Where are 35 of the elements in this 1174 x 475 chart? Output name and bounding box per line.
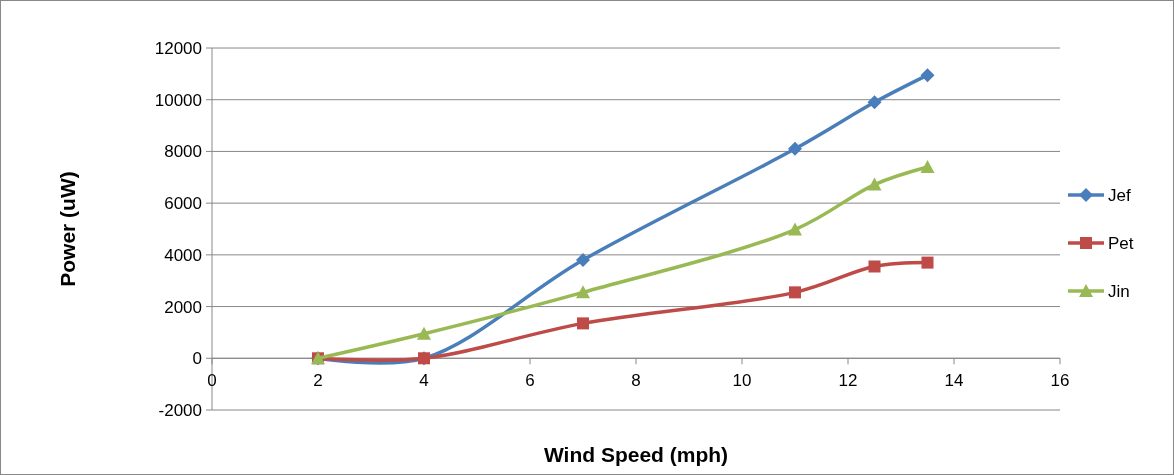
point	[920, 68, 935, 83]
x-tick-label: 8	[631, 371, 641, 391]
x-tick-label: 2	[313, 371, 323, 391]
y-tick-label: 8000	[164, 142, 202, 162]
point	[788, 222, 802, 236]
y-tick-label: 2000	[164, 297, 202, 317]
y-tick-label: 12000	[154, 38, 202, 58]
point	[920, 159, 935, 173]
x-tick-label: 10	[732, 371, 752, 391]
x-tick-label: 16	[1050, 371, 1070, 391]
point	[921, 256, 934, 269]
point	[867, 95, 882, 110]
x-axis-title: Wind Speed (mph)	[543, 443, 729, 466]
point	[576, 253, 590, 268]
y-tick-label: 4000	[164, 245, 202, 265]
point	[576, 285, 590, 299]
point	[868, 260, 881, 273]
legend-label: Pet	[1108, 233, 1134, 253]
y-tick-label: 6000	[164, 194, 202, 214]
y-tick-label: -2000	[158, 400, 202, 420]
y-axis-title: Power (uW)	[56, 171, 79, 287]
x-tick-label: 4	[419, 371, 429, 391]
x-tick-label: 0	[207, 371, 217, 391]
point	[788, 141, 802, 156]
point	[789, 286, 801, 299]
y-tick-label: 10000	[154, 90, 202, 110]
x-tick-label: 6	[525, 371, 535, 391]
legend-label: Jef	[1108, 185, 1131, 205]
x-tick-label: 14	[944, 371, 964, 391]
point	[577, 317, 589, 330]
legend-label: Jin	[1108, 281, 1130, 301]
y-tick-label: 0	[192, 349, 202, 369]
point	[417, 326, 431, 340]
point	[867, 177, 882, 191]
x-tick-label: 12	[838, 371, 858, 391]
